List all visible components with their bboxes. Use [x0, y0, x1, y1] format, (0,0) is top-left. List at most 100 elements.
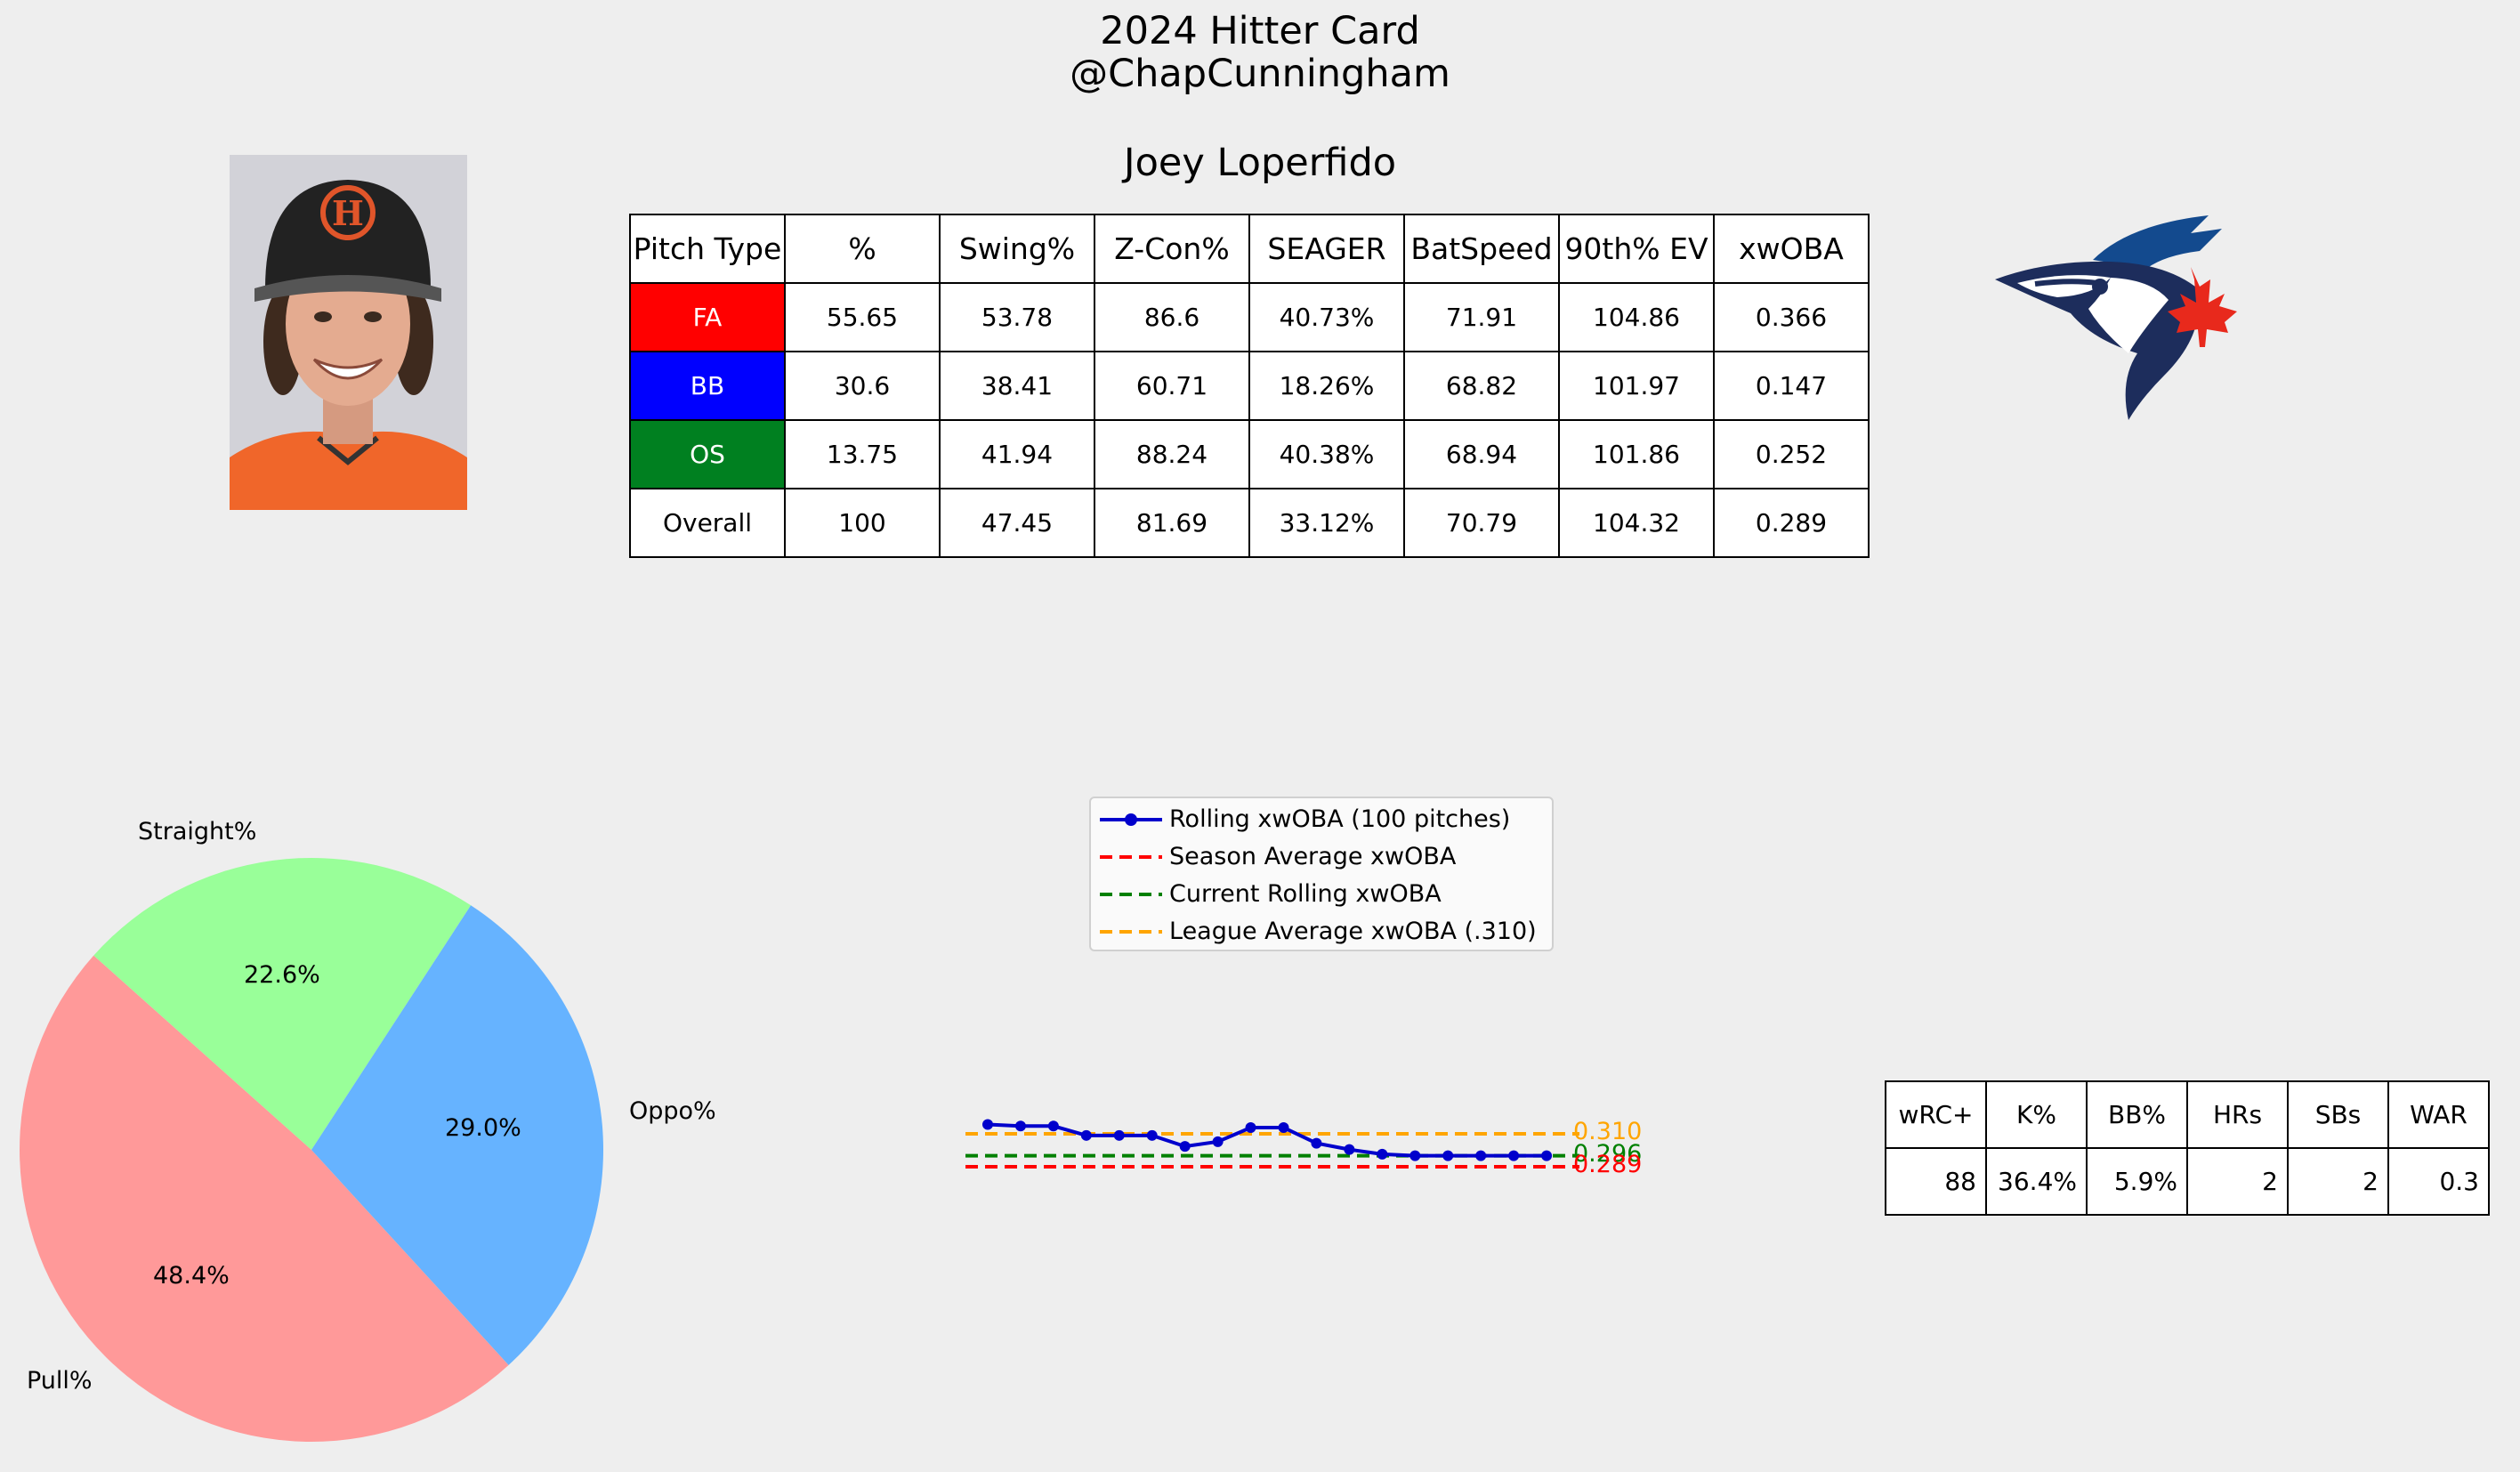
stats-value-cell: 0.3	[2387, 1147, 2490, 1216]
stats-header-cell: SBs	[2287, 1080, 2389, 1149]
pitch-table-cell: 0.147	[1713, 351, 1870, 421]
pitch-table-cell: 68.94	[1403, 419, 1560, 489]
stats-value-cell: 36.4%	[1985, 1147, 2088, 1216]
pitch-table-cell: 33.12%	[1248, 488, 1405, 558]
value-label-league: 0.310	[1573, 1118, 1643, 1146]
pie-label-pull: Pull%	[27, 1367, 93, 1395]
pitch-table-cell: 71.91	[1403, 282, 1560, 352]
pitch-table-header-row: Pitch Type% Swing% Z-Con% SEAGER BatSpeed 90t…	[629, 214, 1870, 284]
pie-value-oppo: 29.0%	[445, 1114, 521, 1142]
pitch-table-cell: 88.24	[1094, 419, 1250, 489]
rolling-xwoba-point	[1311, 1137, 1322, 1149]
pitch-table-cell: 0.366	[1713, 282, 1870, 352]
rolling-xwoba-point	[1080, 1129, 1092, 1141]
stats-value-cell: 2	[2186, 1147, 2289, 1216]
rolling-xwoba-point	[1146, 1129, 1158, 1141]
stats-value-cell: 5.9%	[2086, 1147, 2188, 1216]
stats-header-cell: K%	[1985, 1080, 2088, 1149]
card-author: @ChapCunningham	[1070, 52, 1450, 96]
pie-value-straight: 22.6%	[244, 961, 320, 989]
pitch-table-cell: 40.73%	[1248, 282, 1405, 352]
rolling-xwoba-point	[1212, 1136, 1224, 1147]
pie-slice-straight	[93, 858, 472, 1150]
pitch-table-cell: 86.6	[1094, 282, 1250, 352]
pitch-table-header-cell: SEAGER	[1248, 214, 1405, 284]
stats-header-cell: BB%	[2086, 1080, 2188, 1149]
pitch-table-header-cell: 90th% EV	[1558, 214, 1715, 284]
pie-label-straight: Straight%	[138, 818, 257, 845]
rolling-xwoba-point	[1442, 1150, 1454, 1161]
rolling-xwoba-point	[1179, 1141, 1191, 1153]
pitch-type-table: Pitch Type% Swing% Z-Con% SEAGER BatSpeed 90t…	[629, 214, 1870, 558]
rolling-xwoba-line	[987, 1122, 1547, 1158]
legend-item-season: Season Average xwOBA	[1100, 843, 1457, 870]
pitch-table-cell: 101.97	[1558, 351, 1715, 421]
pie-slice-pull	[20, 955, 509, 1442]
pitch-table-cell: 0.252	[1713, 419, 1870, 489]
rolling-xwoba-point	[1541, 1150, 1553, 1161]
pitch-table-row: FA 55.65 53.78 86.6 40.73% 71.91 104.86 0.366	[629, 282, 1870, 352]
pitch-table-cell: 38.41	[939, 351, 1095, 421]
pitch-table-cell: 0.289	[1713, 488, 1870, 558]
pitch-type-label: FA	[629, 282, 786, 352]
pitch-table-header-cell: Z-Con%	[1094, 214, 1250, 284]
rolling-xwoba-point	[1344, 1144, 1355, 1155]
rolling-xwoba-point	[1475, 1150, 1487, 1161]
rolling-xwoba-chart: 0.310 0.296 0.289	[934, 1104, 1646, 1178]
stats-value-cell: 2	[2287, 1147, 2389, 1216]
pitch-table-header-cell: BatSpeed	[1403, 214, 1560, 284]
player-headshot-icon: H	[230, 155, 467, 510]
rolling-xwoba-point	[1245, 1122, 1256, 1134]
stats-value-cell: 88	[1885, 1147, 1987, 1216]
pitch-table-header-cell: Swing%	[939, 214, 1095, 284]
rolling-xwoba-point	[982, 1119, 993, 1130]
pie-value-pull: 48.4%	[153, 1262, 230, 1290]
pitch-table-cell: 13.75	[784, 419, 941, 489]
spray-pie-chart: Straight% Oppo% Pull% 22.6% 29.0% 48.4%	[0, 801, 730, 1468]
value-label-current: 0.296	[1573, 1139, 1643, 1168]
value-label-season: 0.289	[1573, 1150, 1643, 1178]
legend-item-rolling: Rolling xwOBA (100 pitches)	[1091, 802, 1552, 837]
pitch-table-row: Overall 100 47.45 81.69 33.12% 70.79 104.32 0.2…	[629, 488, 1870, 558]
rolling-xwoba-point	[1508, 1150, 1520, 1161]
pitch-table-cell: 40.38%	[1248, 419, 1405, 489]
svg-text:H: H	[332, 193, 364, 233]
card-title: 2024 Hitter Card	[1100, 9, 1420, 53]
pitch-table-cell: 18.26%	[1248, 351, 1405, 421]
pitch-table-cell: 104.32	[1558, 488, 1715, 558]
blue-jays-logo-icon	[1986, 198, 2280, 425]
pitch-table-cell: 101.86	[1558, 419, 1715, 489]
legend-item-league: League Average xwOBA (.310)	[1100, 918, 1537, 945]
pitch-type-label: OS	[629, 419, 786, 489]
season-stats-table: wRC+ K% BB% HRs SBs WAR 88 36.4% 5.9% 2 2 0.3	[1885, 1080, 2490, 1216]
pitch-table-header-cell: %	[784, 214, 941, 284]
pitch-table-cell: 41.94	[939, 419, 1095, 489]
pitch-type-label: Overall	[629, 488, 786, 558]
rolling-xwoba-point	[1409, 1150, 1421, 1161]
legend-item-current: Current Rolling xwOBA	[1100, 880, 1442, 908]
rolling-xwoba-point	[1278, 1122, 1289, 1134]
stats-header-cell: wRC+	[1885, 1080, 1987, 1149]
xwoba-legend: Rolling xwOBA (100 pitches) Season Avera…	[1089, 797, 1554, 951]
pitch-table-cell: 81.69	[1094, 488, 1250, 558]
pitch-table-cell: 53.78	[939, 282, 1095, 352]
pitch-table-row: BB 30.6 38.41 60.71 18.26% 68.82 101.97 0.147	[629, 351, 1870, 421]
pie-label-oppo: Oppo%	[629, 1097, 716, 1125]
pitch-table-cell: 104.86	[1558, 282, 1715, 352]
stats-header-cell: WAR	[2387, 1080, 2490, 1149]
pitch-table-header-cell: Pitch Type	[629, 214, 786, 284]
rolling-xwoba-point	[1014, 1120, 1026, 1132]
pie-slice-oppo	[311, 905, 603, 1365]
rolling-xwoba-point	[1113, 1129, 1125, 1141]
pitch-type-label: BB	[629, 351, 786, 421]
player-name: Joey Loperfido	[1123, 141, 1397, 185]
pitch-table-header-cell: xwOBA	[1713, 214, 1870, 284]
pitch-table-cell: 30.6	[784, 351, 941, 421]
pitch-table-cell: 55.65	[784, 282, 941, 352]
pitch-table-cell: 100	[784, 488, 941, 558]
rolling-xwoba-point	[1377, 1148, 1388, 1160]
rolling-xwoba-point	[1047, 1120, 1059, 1132]
stats-header-cell: HRs	[2186, 1080, 2289, 1149]
pitch-table-cell: 68.82	[1403, 351, 1560, 421]
pitch-table-cell: 70.79	[1403, 488, 1560, 558]
